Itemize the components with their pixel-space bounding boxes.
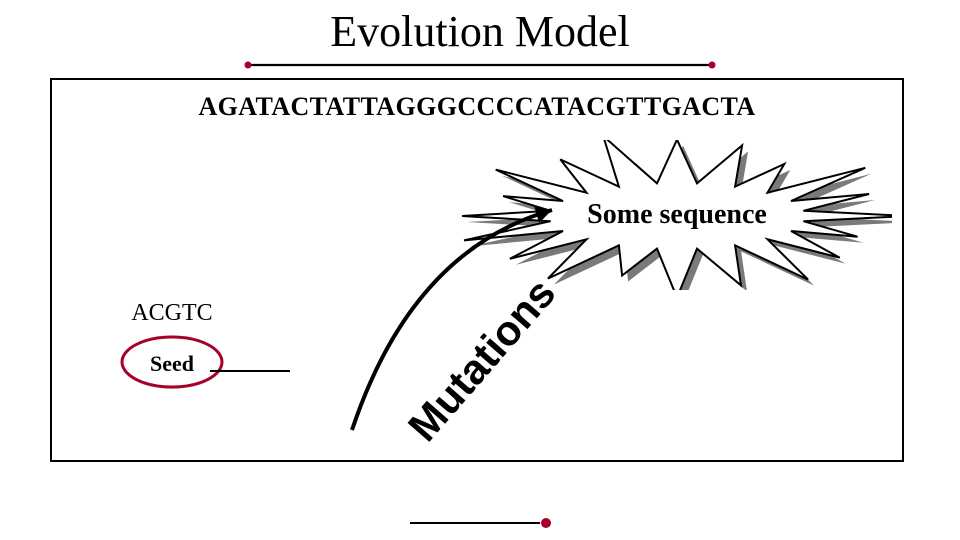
seed-pill-label: Seed [118,335,226,393]
diagram-panel: AGATACTATTAGGGCCCCATACGTTGACTA Some sequ… [50,78,904,462]
slide-title: Evolution Model [0,6,960,57]
seed-area: ACGTC Seed [92,300,252,393]
seed-pill: Seed [118,335,226,393]
slide-decor [408,512,554,534]
dna-sequence-text: AGATACTATTAGGGCCCCATACGTTGACTA [52,92,902,122]
seed-short-sequence: ACGTC [92,300,252,327]
mutations-arrow [332,190,592,450]
title-underline [244,60,716,70]
seed-connector-line [210,370,290,372]
